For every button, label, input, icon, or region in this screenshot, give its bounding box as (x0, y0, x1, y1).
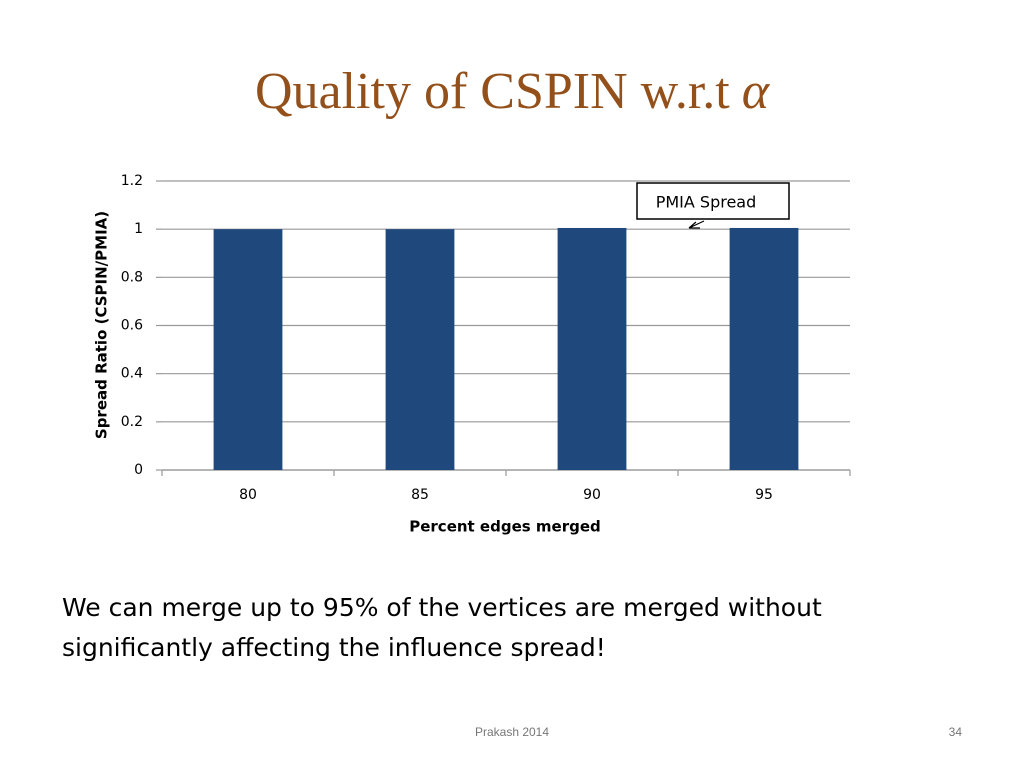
y-tick-label: 0.8 (121, 269, 143, 285)
body-text: We can merge up to 95% of the vertices a… (62, 593, 822, 662)
slide-title: Quality of CSPIN w.r.t α (0, 62, 1024, 121)
x-axis-label: Percent edges merged (409, 518, 601, 536)
title-text: Quality of CSPIN w.r.t (254, 63, 730, 120)
y-tick-label: 0 (134, 462, 143, 478)
y-tick-label: 0.4 (121, 366, 143, 382)
y-tick-label: 1.2 (121, 173, 143, 189)
y-tick-label: 1 (134, 221, 143, 237)
chart: Spread Ratio (CSPIN/PMIA) Percent edges … (93, 173, 851, 536)
bar (729, 227, 799, 470)
x-tick-label: 85 (411, 487, 429, 503)
x-tick-label: 90 (583, 487, 601, 503)
y-tick-label: 0.6 (121, 318, 143, 334)
title-symbol: α (741, 63, 770, 120)
bar (213, 229, 283, 470)
bar (385, 229, 455, 470)
y-axis-label: Spread Ratio (CSPIN/PMIA) (93, 211, 111, 439)
x-tick-label: 95 (755, 487, 773, 503)
footer: Prakash 2014 (474, 725, 550, 739)
x-tick-label: 80 (239, 487, 257, 503)
annotation: PMIA Spread (656, 193, 757, 212)
annotation-box (636, 182, 790, 220)
y-tick-label: 0.2 (121, 414, 143, 430)
page-number: 34 (948, 725, 962, 739)
bar (557, 227, 627, 470)
annotation-arrow (688, 220, 705, 229)
